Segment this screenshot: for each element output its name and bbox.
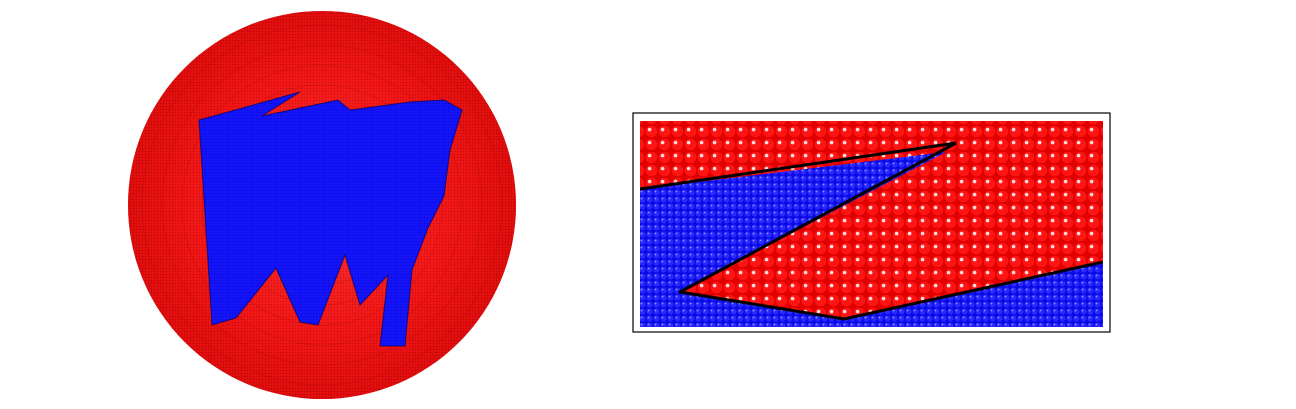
blue-region	[198, 91, 463, 347]
inset-boundary	[640, 141, 1103, 321]
inset-red-upper	[640, 121, 1103, 319]
zoom-inset	[632, 112, 1111, 333]
sphere-figure	[128, 11, 516, 399]
